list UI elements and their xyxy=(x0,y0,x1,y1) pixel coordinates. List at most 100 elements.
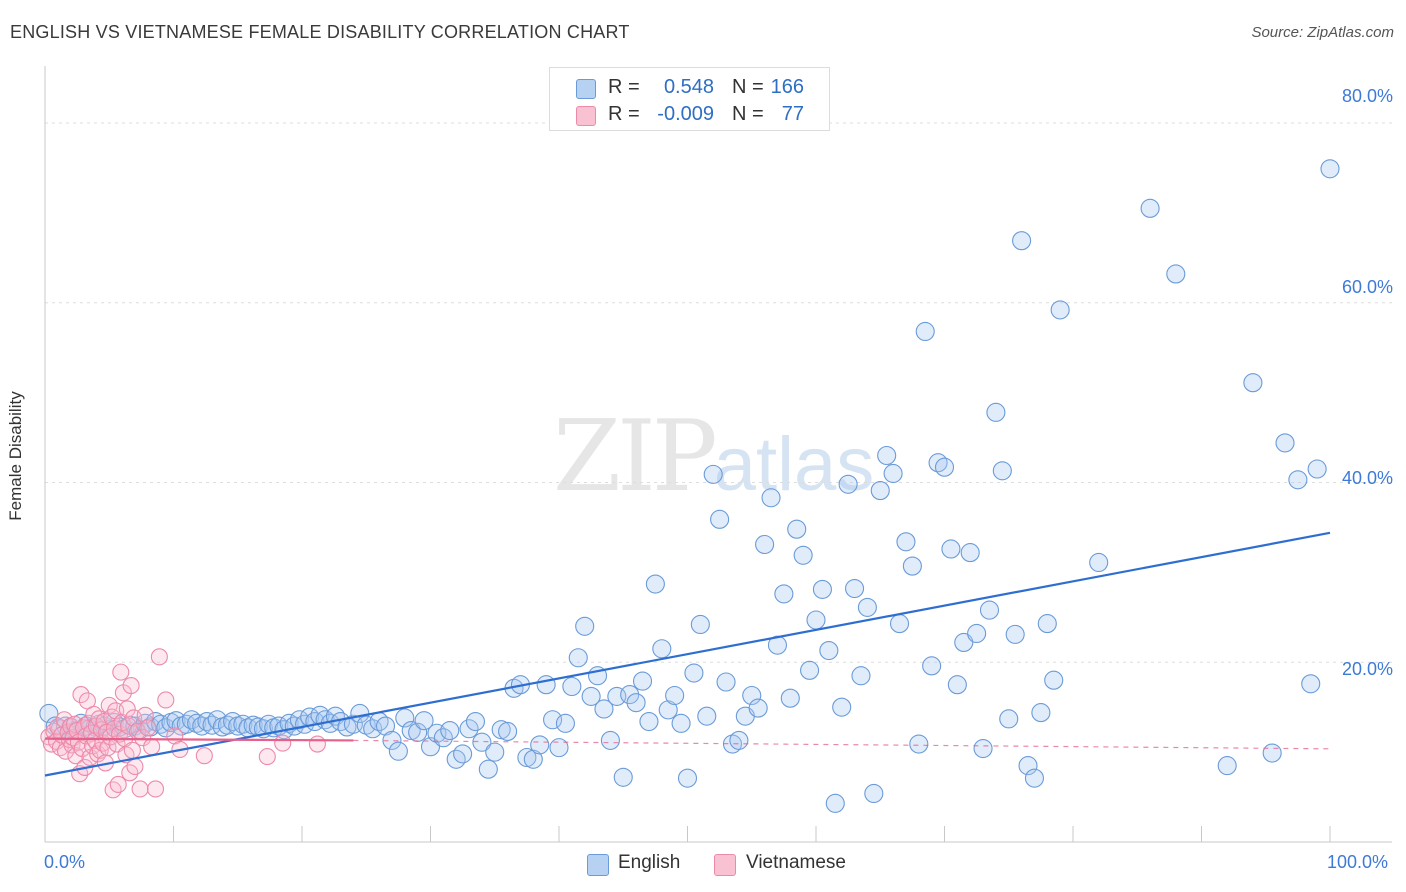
english-point xyxy=(915,321,935,342)
english-point xyxy=(877,445,897,466)
legend-r-label: R = xyxy=(608,76,640,98)
english-point xyxy=(1050,300,1070,320)
english-point xyxy=(1301,674,1321,694)
x-tick-min: 0.0% xyxy=(44,852,86,872)
english-point xyxy=(703,464,723,484)
english-point xyxy=(697,706,717,726)
legend: R = 0.548 N = 166 R = -0.009 N = 77 xyxy=(549,67,830,131)
english-point xyxy=(356,715,376,735)
english-point xyxy=(755,534,775,555)
english-point xyxy=(761,488,781,508)
english-point xyxy=(652,639,672,659)
source-label: Source: ZipAtlas.com xyxy=(1251,24,1394,41)
english-point xyxy=(1275,433,1295,453)
legend-n-value: 77 xyxy=(781,103,804,125)
vietnamese-point xyxy=(258,748,276,766)
vietnamese-point xyxy=(195,747,213,765)
vietnamese-point xyxy=(49,718,67,736)
english-point xyxy=(690,614,710,635)
english-point xyxy=(1044,670,1064,690)
english-point xyxy=(433,728,453,748)
english-point xyxy=(658,700,678,720)
english-point xyxy=(626,693,646,713)
english-point xyxy=(498,721,518,741)
vietnamese-point xyxy=(134,729,152,747)
english-point xyxy=(472,732,492,752)
chart-title: ENGLISH VS VIETNAMESE FEMALE DISABILITY … xyxy=(10,22,630,42)
english-point xyxy=(1217,756,1237,776)
bottom-legend-swatch-vietnamese xyxy=(714,854,736,876)
x-tick-max: 100.0% xyxy=(1327,852,1389,872)
english-point xyxy=(851,666,871,686)
english-point xyxy=(1005,624,1025,644)
english-point xyxy=(947,675,967,695)
english-point xyxy=(568,648,588,668)
english-point xyxy=(967,623,987,644)
english-point xyxy=(39,703,59,724)
english-point xyxy=(575,616,595,636)
english-point xyxy=(1140,198,1160,218)
english-point xyxy=(594,699,614,719)
english-point xyxy=(530,735,550,755)
english-point xyxy=(729,730,749,750)
english-point xyxy=(780,688,800,708)
english-point xyxy=(787,519,807,539)
english-point xyxy=(902,556,922,576)
english-point xyxy=(1089,552,1109,573)
english-point xyxy=(453,744,473,764)
english-point xyxy=(934,457,955,477)
english-point xyxy=(217,715,238,735)
legend-r-value: -0.009 xyxy=(657,103,714,125)
vietnamese-point xyxy=(139,719,157,737)
english-point xyxy=(1018,756,1038,776)
english-point xyxy=(806,610,826,630)
y-tick-20: 20.0% xyxy=(1341,659,1393,679)
vietnamese-point xyxy=(109,775,127,794)
english-point xyxy=(600,730,620,750)
vietnamese-point xyxy=(146,780,165,798)
english-point xyxy=(536,675,556,695)
english-point xyxy=(973,738,993,759)
english-point xyxy=(1166,264,1186,284)
english-point xyxy=(645,574,665,594)
vietnamese-point xyxy=(55,711,73,729)
legend-row-vietnamese: R = -0.009 N = 77 xyxy=(550,100,829,128)
english-point xyxy=(613,767,633,787)
vietnamese-point xyxy=(136,706,154,724)
english-point xyxy=(523,749,543,769)
vietnamese-point xyxy=(104,781,122,799)
bottom-legend-vietnamese: Vietnamese xyxy=(746,852,846,873)
watermark: ZIPatlas xyxy=(553,400,874,514)
legend-n-label: N = xyxy=(732,103,764,125)
english-point xyxy=(543,710,563,730)
axes xyxy=(44,66,1392,843)
english-point xyxy=(166,711,186,731)
english-point xyxy=(388,741,408,761)
english-point xyxy=(979,600,1000,620)
legend-swatch-vietnamese xyxy=(576,106,596,126)
english-point xyxy=(665,685,685,706)
legend-r-value: 0.548 xyxy=(663,76,714,98)
english-point xyxy=(446,749,466,769)
vietnamese-point xyxy=(157,691,175,709)
watermark-zip: ZIP xyxy=(553,400,718,514)
english-point xyxy=(491,720,511,740)
english-point xyxy=(742,685,762,706)
english-point xyxy=(1243,373,1263,393)
english-point xyxy=(1037,614,1057,634)
english-point xyxy=(922,656,942,676)
y-tick-80: 80.0% xyxy=(1341,86,1393,106)
english-point xyxy=(459,719,479,739)
vietnamese-point xyxy=(122,677,140,695)
y-axis-label: Female Disability xyxy=(6,391,25,521)
english-point xyxy=(883,463,903,484)
english-point xyxy=(1262,743,1282,763)
legend-row-english: R = 0.548 N = 166 xyxy=(550,73,829,101)
vietnamese-point xyxy=(308,735,326,753)
english-point xyxy=(986,402,1006,422)
english-point xyxy=(812,579,832,599)
bottom-legend-swatch-english xyxy=(587,854,609,876)
english-point xyxy=(857,597,877,617)
english-point xyxy=(671,713,691,733)
